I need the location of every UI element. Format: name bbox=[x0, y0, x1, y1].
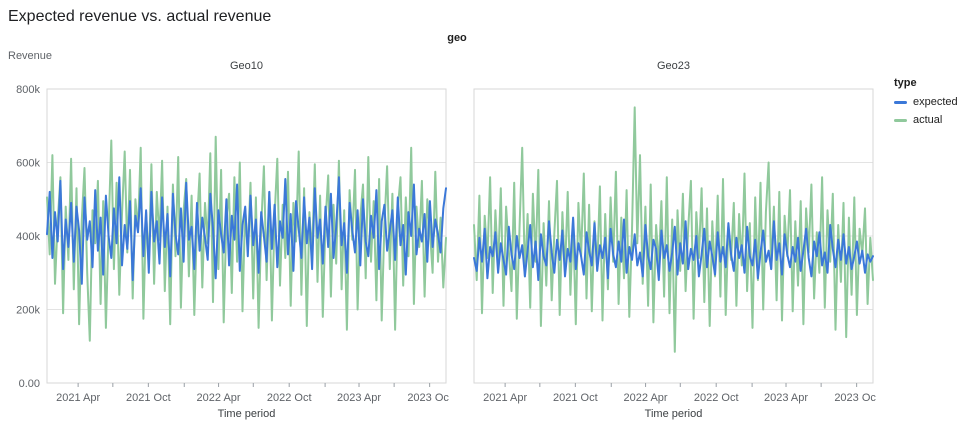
legend-item-actual[interactable]: actual bbox=[894, 114, 958, 126]
facet-strip: geo bbox=[8, 30, 906, 45]
series-line-actual[interactable] bbox=[473, 106, 874, 353]
x-tick-label: 2022 Apr bbox=[624, 392, 668, 404]
x-tick-label: 2021 Oct bbox=[126, 392, 171, 404]
y-axis-title: Revenue bbox=[8, 50, 53, 62]
legend-item-label: expected bbox=[913, 96, 958, 108]
x-tick-label: 2022 Oct bbox=[694, 392, 739, 404]
y-tick-label: 800k bbox=[16, 84, 40, 96]
series-line-expected[interactable] bbox=[46, 176, 447, 285]
x-axis-title: Time period bbox=[218, 408, 276, 420]
charts-row: Geo10 800k 600k 400k 200k 0.00 2021 Apr 2021 Oc… bbox=[8, 45, 958, 424]
x-tick-label: 2022 Oct bbox=[267, 392, 312, 404]
facet-chart-geo10: Geo10 800k 600k 400k 200k 0.00 2021 Apr 2021 Oc… bbox=[8, 45, 452, 424]
y-tick-label: 200k bbox=[16, 305, 40, 317]
facet-title: Geo10 bbox=[230, 60, 263, 72]
y-tick-label: 400k bbox=[16, 231, 40, 243]
x-tick-label: 2023 Oct bbox=[834, 392, 876, 404]
x-tick-label: 2023 Apr bbox=[337, 392, 381, 404]
facet-field-header: geo bbox=[447, 32, 467, 44]
x-tick-label: 2022 Apr bbox=[197, 392, 241, 404]
x-tick-label: 2021 Apr bbox=[483, 392, 527, 404]
legend: type expected actual bbox=[894, 45, 958, 132]
x-tick-label: 2023 Apr bbox=[764, 392, 808, 404]
legend-item-expected[interactable]: expected bbox=[894, 96, 958, 108]
plot-border bbox=[46, 88, 447, 384]
facet-plot-geo23: Geo23 2021 Apr 2021 Oct 2022 Apr 2022 Oct 202… bbox=[473, 60, 879, 420]
y-tick-label: 0.00 bbox=[19, 378, 40, 390]
series-line-expected[interactable] bbox=[473, 216, 874, 282]
x-tick-label: 2021 Apr bbox=[56, 392, 100, 404]
x-tick-label: 2023 Oct bbox=[407, 392, 449, 404]
facet-title: Geo23 bbox=[657, 60, 690, 72]
y-tick-label: 600k bbox=[16, 158, 40, 170]
x-tick-label: 2021 Oct bbox=[553, 392, 598, 404]
legend-item-label: actual bbox=[913, 114, 943, 126]
facet-chart-geo23: Geo23 2021 Apr 2021 Oct 2022 Apr 2022 Oct 202… bbox=[473, 45, 879, 424]
expected-line-swatch bbox=[894, 100, 907, 104]
actual-line-swatch bbox=[894, 118, 907, 122]
x-axis-title: Time period bbox=[645, 408, 703, 420]
legend-title: type bbox=[894, 77, 917, 89]
chart-title: Expected revenue vs. actual revenue bbox=[8, 8, 272, 25]
facet-plot-geo10: Geo10 800k 600k 400k 200k 0.00 2021 Apr 2021 Oc… bbox=[16, 60, 452, 420]
